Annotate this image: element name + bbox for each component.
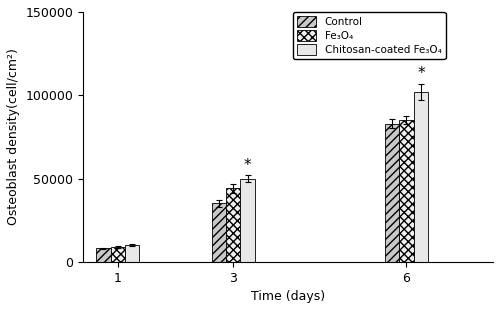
X-axis label: Time (days): Time (days): [251, 290, 325, 303]
Bar: [125, 245, 140, 262]
Bar: [399, 120, 413, 262]
Y-axis label: Osteoblast density(cell/cm²): Osteoblast density(cell/cm²): [7, 48, 20, 225]
Bar: [240, 179, 255, 262]
Legend: Control, Fe₃O₄, Chitosan-coated Fe₃O₄: Control, Fe₃O₄, Chitosan-coated Fe₃O₄: [294, 12, 446, 59]
Bar: [96, 248, 110, 262]
Bar: [414, 92, 428, 262]
Text: *: *: [244, 158, 252, 173]
Bar: [226, 188, 240, 262]
Text: *: *: [417, 66, 424, 81]
Bar: [110, 247, 125, 262]
Bar: [212, 203, 226, 262]
Bar: [385, 124, 399, 262]
